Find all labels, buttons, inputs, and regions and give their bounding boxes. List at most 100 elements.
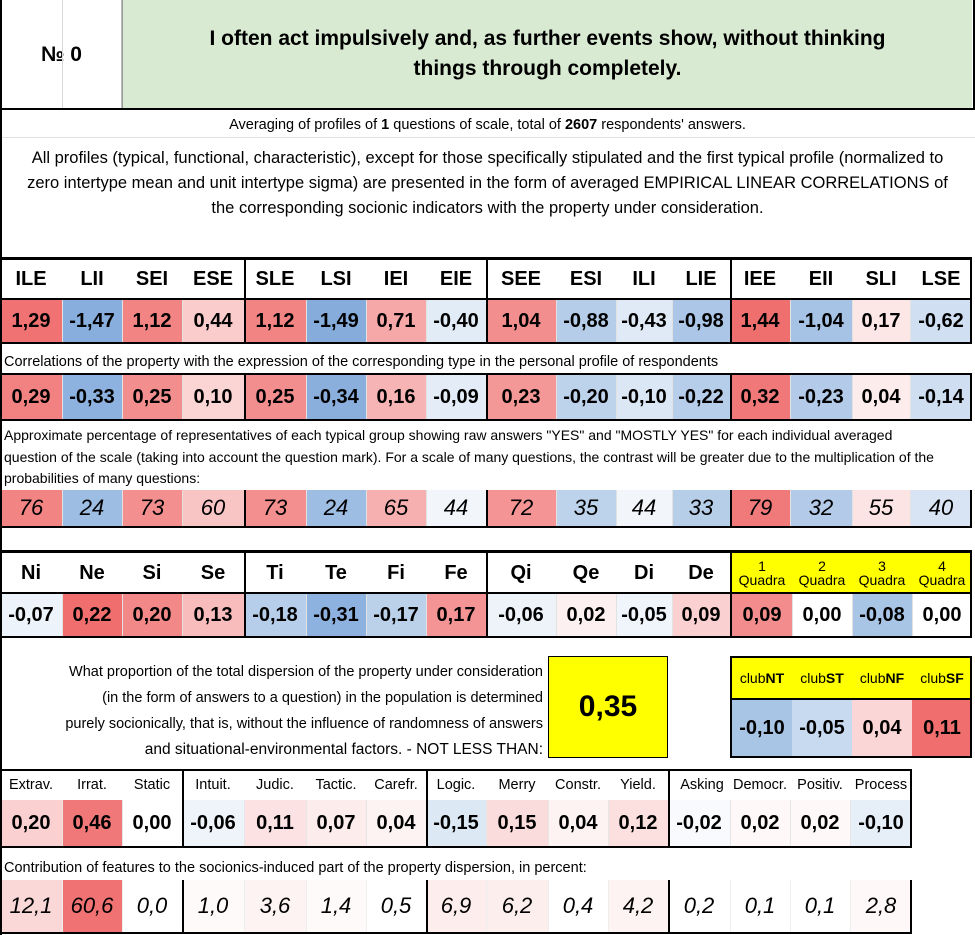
cell-separator bbox=[790, 880, 791, 932]
cell-separator bbox=[616, 490, 617, 526]
function-label-se: Se bbox=[200, 561, 226, 584]
type-correlation-value: 0,25 bbox=[122, 375, 182, 419]
type-normalized-value: -0,43 bbox=[616, 300, 672, 342]
function-label-ne: Ne bbox=[79, 561, 105, 584]
dispersion-line-2: (in the form of answers to a question) i… bbox=[102, 690, 543, 706]
type-correlation-value: -0,22 bbox=[672, 375, 730, 419]
cell-separator bbox=[366, 880, 367, 932]
type-label-ili: ILI bbox=[632, 267, 656, 290]
contrib-caption: Contribution of features to the socionic… bbox=[4, 858, 904, 879]
trait-contrib-value: 4,2 bbox=[608, 880, 668, 932]
club-value: 0,11 bbox=[912, 700, 972, 756]
dispersion-value-box: 0,35 bbox=[548, 656, 668, 758]
traits-group-divider bbox=[182, 770, 184, 848]
trait-contrib-value: 0,0 bbox=[122, 880, 182, 932]
type-normalized-value: -0,98 bbox=[672, 300, 730, 342]
question-number-label: № 0 bbox=[41, 43, 82, 66]
type-normalized-value: -1,47 bbox=[62, 300, 122, 342]
cell-separator bbox=[616, 594, 617, 636]
cell-separator bbox=[306, 800, 307, 846]
quadra-header-3: 3 Quadra bbox=[852, 553, 912, 593]
averaging-questions: 1 bbox=[381, 117, 390, 133]
type-correlation-value: 0,29 bbox=[0, 375, 62, 419]
cell-separator bbox=[62, 300, 63, 342]
type-percent-value: 72 bbox=[486, 490, 556, 526]
type-correlation-value: 0,04 bbox=[852, 375, 910, 419]
cell-separator bbox=[366, 300, 367, 342]
functions-group-divider bbox=[244, 551, 246, 638]
type-percent-value: 79 bbox=[730, 490, 790, 526]
type-correlation-value: -0,14 bbox=[910, 375, 972, 419]
trait-label: Merry bbox=[498, 777, 536, 793]
function-value: 0,17 bbox=[426, 594, 486, 636]
type-label-esi: ESI bbox=[569, 267, 603, 290]
types-group-divider bbox=[730, 490, 732, 528]
function-value: -0,31 bbox=[306, 594, 366, 636]
type-normalized-value: 1,04 bbox=[486, 300, 556, 342]
function-value: -0,18 bbox=[244, 594, 306, 636]
club-header-nf: club NF bbox=[852, 658, 912, 698]
type-label-sle: SLE bbox=[255, 267, 295, 290]
clubs-left-border bbox=[730, 656, 732, 758]
trait-contrib-value: 6,2 bbox=[486, 880, 548, 932]
cell-separator bbox=[910, 490, 911, 526]
types-group-divider bbox=[486, 258, 488, 344]
corr-caption: Correlations of the property with the ex… bbox=[4, 352, 964, 373]
trait-label: Constr. bbox=[555, 777, 601, 793]
cell-separator bbox=[306, 594, 307, 636]
trait-label: Yield. bbox=[620, 777, 656, 793]
trait-label: Extrav. bbox=[8, 777, 54, 793]
trait-value: -0,02 bbox=[668, 800, 730, 846]
quadra-number: 4 bbox=[938, 558, 946, 574]
cell-separator bbox=[182, 490, 183, 526]
club-prefix: club bbox=[859, 670, 886, 686]
type-percent-value: 60 bbox=[182, 490, 244, 526]
functions-group-divider bbox=[970, 551, 972, 638]
cell-separator bbox=[306, 880, 307, 932]
cell-separator bbox=[790, 300, 791, 342]
cell-separator bbox=[608, 880, 609, 932]
type-label-iei: IEI bbox=[383, 267, 409, 290]
cell-separator bbox=[672, 490, 673, 526]
trait-value: 0,07 bbox=[306, 800, 366, 846]
cell-separator bbox=[122, 490, 123, 526]
type-label-eii: EII bbox=[808, 267, 834, 290]
cell-separator bbox=[62, 800, 63, 846]
type-label-see: SEE bbox=[500, 267, 542, 290]
cell-separator bbox=[366, 375, 367, 419]
trait-label: Intuit. bbox=[195, 777, 231, 793]
trait-value: 0,04 bbox=[548, 800, 608, 846]
cell-separator bbox=[556, 490, 557, 526]
type-correlation-value: -0,20 bbox=[556, 375, 616, 419]
type-percent-value: 44 bbox=[426, 490, 486, 526]
club-code: NF bbox=[885, 670, 905, 686]
question-title: I often act impulsively and, as further … bbox=[122, 0, 972, 108]
cell-separator bbox=[122, 375, 123, 419]
cell-separator bbox=[852, 375, 853, 419]
cell-separator bbox=[244, 880, 245, 932]
dispersion-line-4: and situational-environmental factors. -… bbox=[144, 741, 543, 758]
clubs-bottom bbox=[730, 756, 972, 758]
function-label-te: Te bbox=[325, 561, 347, 584]
traits-right-border bbox=[910, 770, 912, 848]
type-correlation-value: -0,09 bbox=[426, 375, 486, 419]
types-group-divider bbox=[244, 373, 246, 421]
cell-separator bbox=[306, 300, 307, 342]
cell-separator bbox=[672, 594, 673, 636]
types-group-divider bbox=[730, 373, 732, 421]
type-label-lie: LIE bbox=[685, 267, 717, 290]
function-value: -0,06 bbox=[486, 594, 556, 636]
function-label-ni: Ni bbox=[21, 561, 41, 584]
cell-separator bbox=[730, 880, 731, 932]
traits-group-divider bbox=[182, 880, 184, 934]
cell-separator bbox=[556, 375, 557, 419]
type-normalized-value: -0,40 bbox=[426, 300, 486, 342]
type-label-ile: ILE bbox=[15, 267, 47, 290]
club-code: ST bbox=[825, 670, 844, 686]
trait-value: 0,02 bbox=[730, 800, 790, 846]
function-value: 0,22 bbox=[62, 594, 122, 636]
trait-contrib-value: 6,9 bbox=[426, 880, 486, 932]
trait-label: Static bbox=[133, 777, 171, 793]
type-percent-value: 76 bbox=[0, 490, 62, 526]
cell-separator bbox=[366, 800, 367, 846]
